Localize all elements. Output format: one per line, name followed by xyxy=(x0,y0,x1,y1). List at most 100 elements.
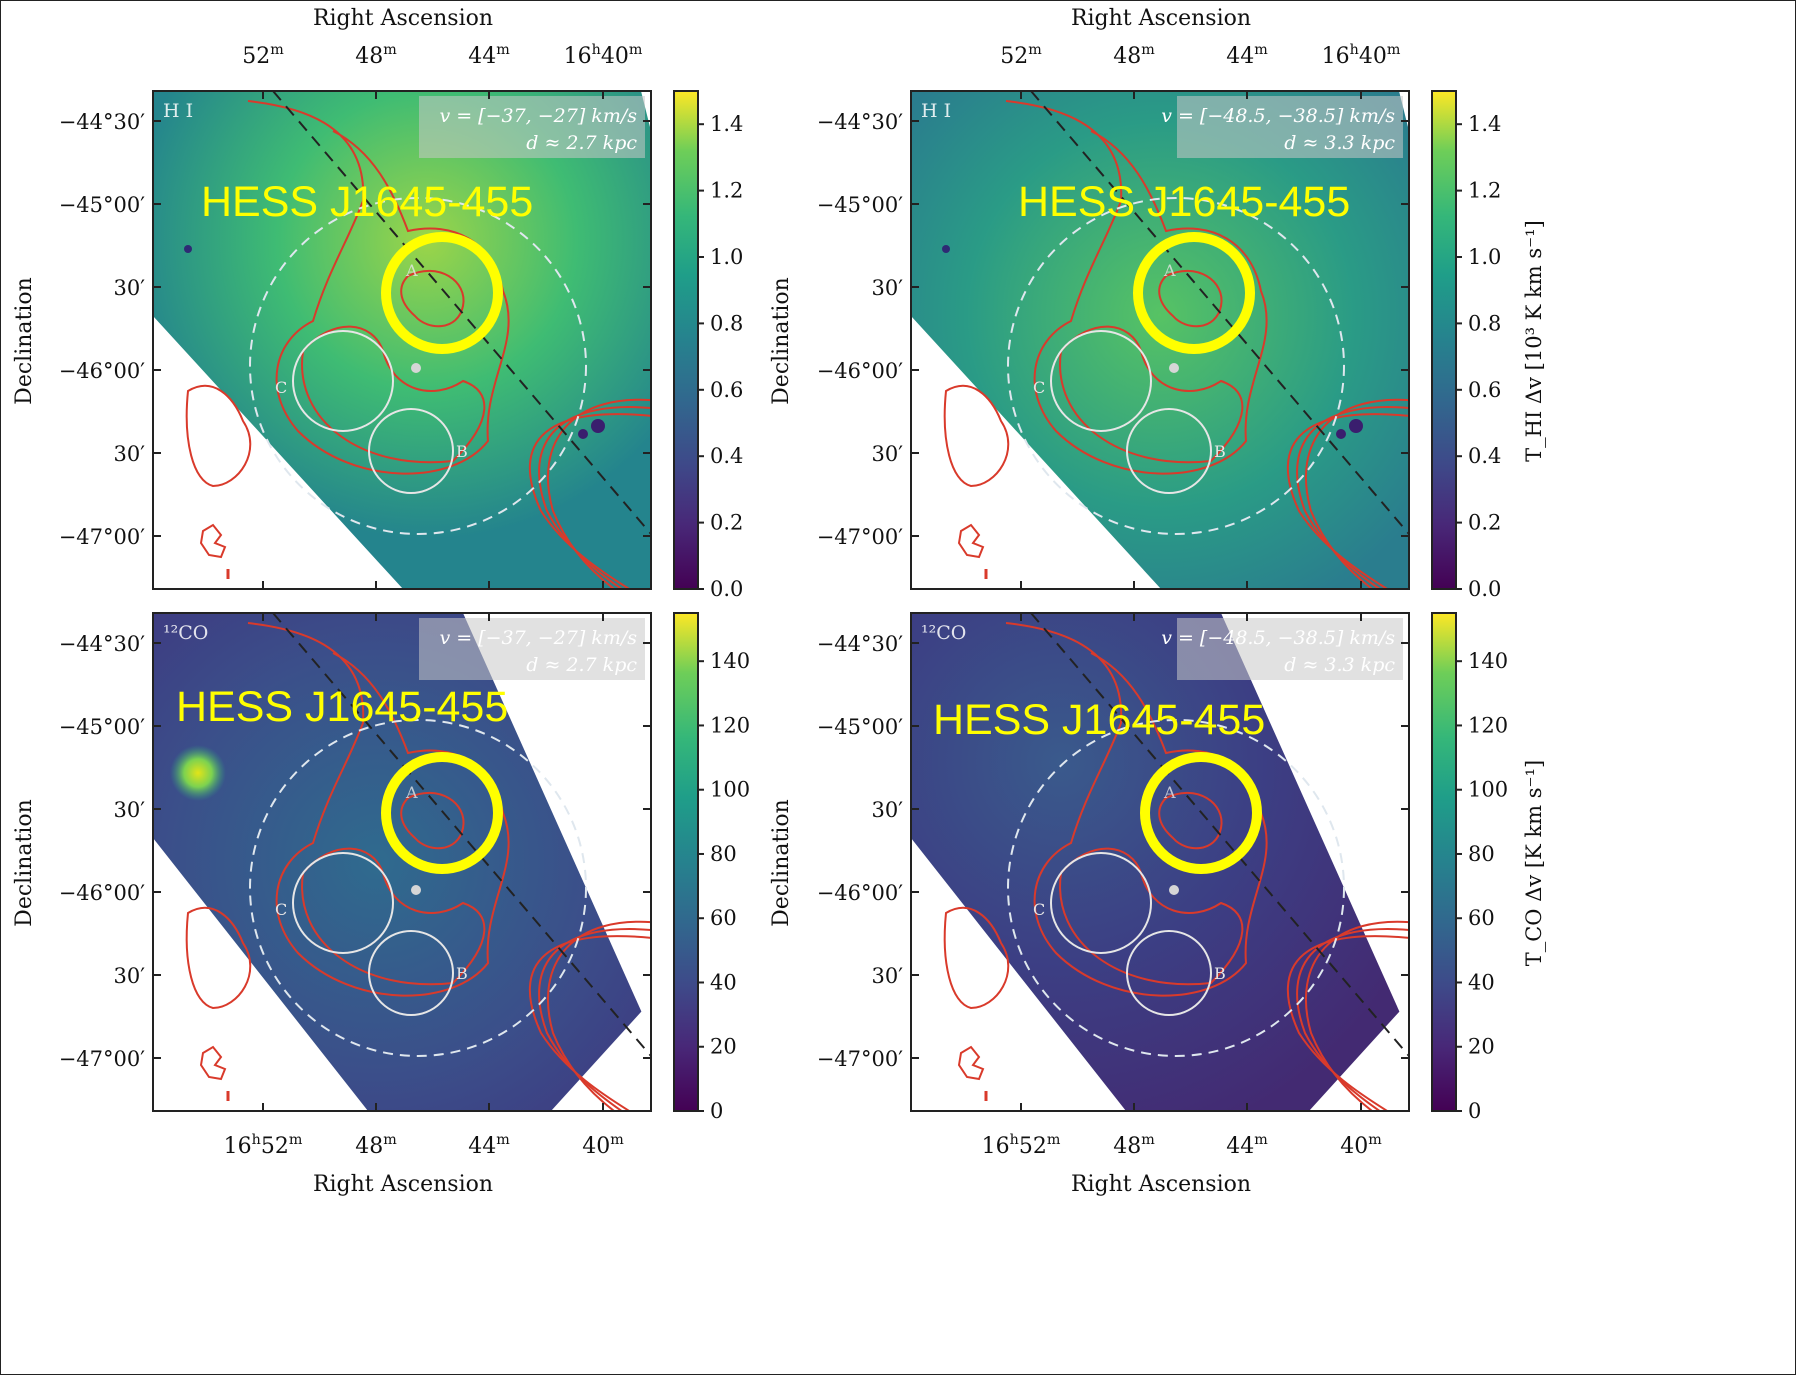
panel-co-left: A B C ¹²CO v = [−37, −27] km/s d ≈ 2.7 kpc HES… xyxy=(12,612,750,1197)
contour xyxy=(199,1045,227,1081)
colorbar-tick-label: 20 xyxy=(710,1035,737,1059)
ra-axis-label: Right Ascension xyxy=(1071,1172,1251,1197)
contour xyxy=(1296,406,1409,589)
legend-box xyxy=(1177,96,1403,158)
co-hotspot xyxy=(170,745,226,801)
dark-spot xyxy=(184,245,192,253)
colorbar-tick-label: 1.4 xyxy=(710,112,743,136)
contour xyxy=(1005,622,1268,997)
region-label-a: A xyxy=(405,261,418,280)
contour xyxy=(400,791,465,850)
dashed-region-circle xyxy=(249,197,587,535)
galactic-plane-line xyxy=(272,91,651,535)
ra-tick-label: 48m​ xyxy=(355,1132,397,1159)
galactic-plane-line xyxy=(1030,613,1409,1057)
colorbar-tick-label: 1.2 xyxy=(1468,179,1501,203)
distance-estimate: d ≈ 2.7 kpc xyxy=(526,654,637,676)
dashed-region-circle xyxy=(1007,719,1345,1057)
tracer-label: ¹²CO xyxy=(921,622,966,644)
contour xyxy=(185,906,252,1010)
intensity-map xyxy=(153,91,651,589)
colorbar-tick-label: 80 xyxy=(710,842,737,866)
dec-tick-label: −44°30′ xyxy=(59,110,146,134)
dec-tick-label: −45°00′ xyxy=(59,193,146,217)
axes-frame xyxy=(152,90,652,590)
ra-tick-label: 44m​ xyxy=(468,42,510,69)
contour xyxy=(1304,398,1409,589)
colorbar-label: T_CO Δv [K km s⁻¹] xyxy=(1522,760,1546,967)
contour xyxy=(528,413,651,589)
region-circle-b xyxy=(1126,930,1212,1016)
region-label-b: B xyxy=(1214,964,1226,983)
colorbar-tick-label: 60 xyxy=(1468,906,1495,930)
contour xyxy=(546,398,651,589)
distance-estimate: d ≈ 3.3 kpc xyxy=(1284,132,1395,154)
dec-tick-label: −46°00′ xyxy=(59,881,146,905)
colorbar-tick-label: 0.8 xyxy=(1468,311,1501,335)
legend-box xyxy=(1177,618,1403,680)
highlight-circle xyxy=(381,752,503,874)
dark-spot xyxy=(942,245,950,253)
contour xyxy=(538,406,651,589)
contour xyxy=(1286,413,1409,589)
distance-estimate: d ≈ 2.7 kpc xyxy=(526,132,637,154)
colorbar-tick-label: 120 xyxy=(1468,713,1508,737)
axes-frame xyxy=(152,612,652,1112)
source-marker xyxy=(411,363,421,373)
dark-spot xyxy=(1336,429,1346,439)
region-label-b: B xyxy=(456,442,468,461)
region-circle-c xyxy=(292,852,394,954)
dec-tick-label: 30′ xyxy=(114,276,146,300)
colorbar-tick-label: 0.6 xyxy=(1468,378,1501,402)
region-label-a: A xyxy=(405,783,418,802)
dec-tick-label: 30′ xyxy=(872,276,904,300)
dec-tick-label: −45°00′ xyxy=(817,715,904,739)
velocity-range: v = [−48.5, −38.5] km/s xyxy=(1161,105,1395,127)
contour xyxy=(1286,935,1409,1111)
colorbar xyxy=(1431,612,1457,1112)
colorbar-tick-label: 0.4 xyxy=(1468,444,1501,468)
ra-tick-label: 44m​ xyxy=(1226,1132,1268,1159)
tracer-label: H I xyxy=(921,100,951,122)
galactic-plane-line xyxy=(272,613,651,1057)
region-label-a: A xyxy=(1163,261,1176,280)
dec-tick-label: −46°00′ xyxy=(817,359,904,383)
dec-tick-label: −45°00′ xyxy=(817,193,904,217)
contour xyxy=(1296,928,1409,1111)
colorbar-tick-label: 0 xyxy=(1468,1099,1481,1123)
ra-tick-label: 48m​ xyxy=(1113,1132,1155,1159)
dec-tick-label: −45°00′ xyxy=(59,715,146,739)
colorbar-tick-label: 0.4 xyxy=(710,444,743,468)
contour xyxy=(1158,791,1223,850)
ra-tick-label: 44m​ xyxy=(468,1132,510,1159)
ra-tick-label: 48m​ xyxy=(1113,42,1155,69)
colorbar-tick-label: 1.4 xyxy=(1468,112,1501,136)
source-marker xyxy=(411,885,421,895)
panel-co-right: A B C ¹²CO v = [−48.5, −38.5] km/s d ≈ 3.3 kp… xyxy=(769,612,1546,1197)
ra-axis-label: Right Ascension xyxy=(1071,6,1251,31)
colorbar-tick-label: 80 xyxy=(1468,842,1495,866)
velocity-range: v = [−48.5, −38.5] km/s xyxy=(1161,627,1395,649)
colorbar-tick-label: 140 xyxy=(710,649,750,673)
contour xyxy=(538,928,651,1111)
dec-tick-label: −47°00′ xyxy=(817,525,904,549)
no-data-region xyxy=(551,1001,651,1111)
region-circle-c xyxy=(1050,330,1152,432)
ra-tick-label: 44m​ xyxy=(1226,42,1268,69)
region-circle-b xyxy=(1126,408,1212,494)
contour xyxy=(957,1045,985,1081)
source-marker xyxy=(1169,363,1179,373)
dec-tick-label: −44°30′ xyxy=(817,110,904,134)
contour xyxy=(1304,920,1409,1111)
hess-source-label: HESS J1645-455 xyxy=(933,696,1265,744)
ra-tick-label: 16h​52m​ xyxy=(982,1132,1061,1159)
dec-tick-label: −44°30′ xyxy=(59,632,146,656)
region-label-c: C xyxy=(1033,378,1045,397)
velocity-range: v = [−37, −27] km/s xyxy=(439,105,637,127)
dec-tick-label: 30′ xyxy=(114,798,146,822)
region-circle-b xyxy=(368,930,454,1016)
no-data-region xyxy=(1309,1001,1409,1111)
axes-frame xyxy=(910,90,1410,590)
dec-tick-label: 30′ xyxy=(872,798,904,822)
